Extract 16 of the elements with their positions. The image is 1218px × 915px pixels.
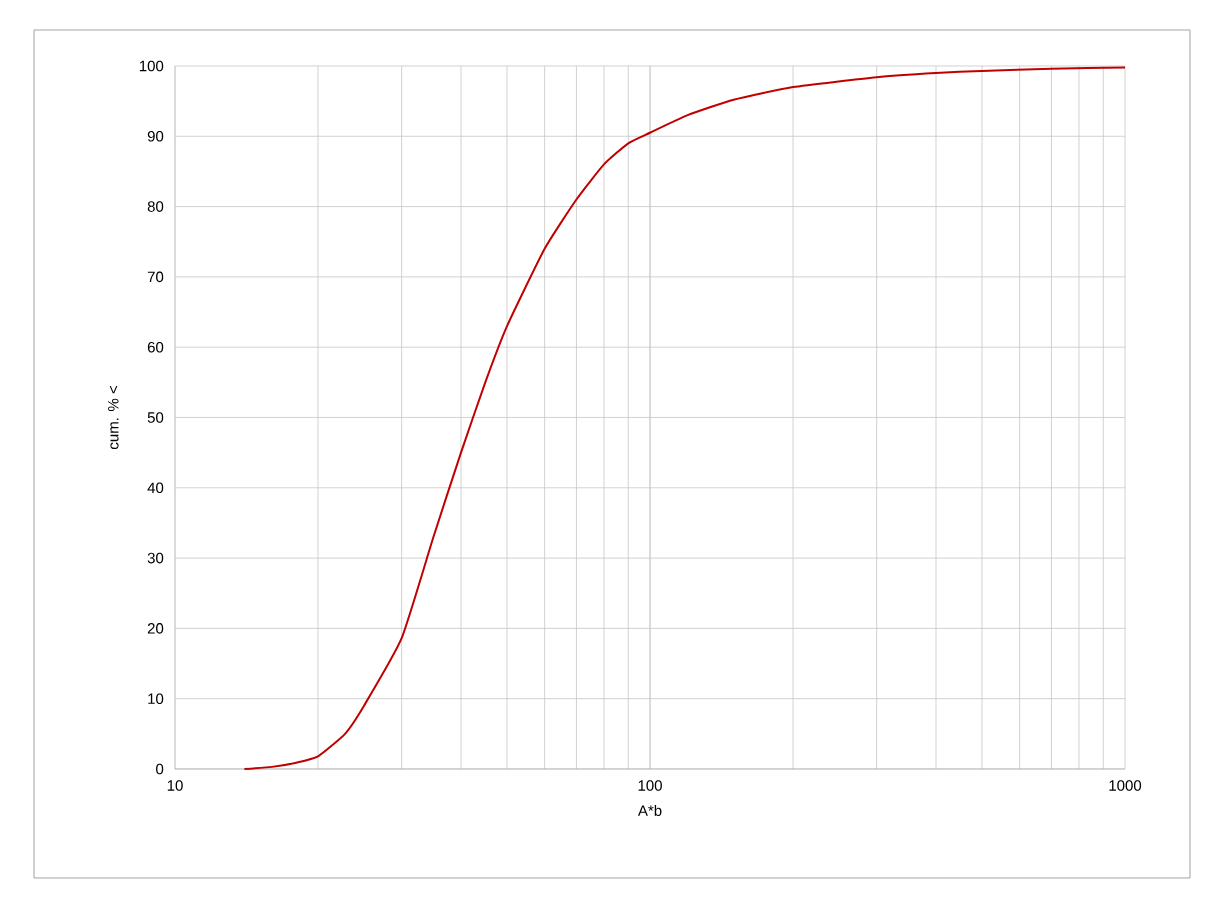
y-tick-label: 80 bbox=[147, 201, 164, 212]
x-tick-label: 10 bbox=[167, 780, 183, 791]
y-axis-title: cum. % < bbox=[108, 386, 119, 450]
y-tick-label: 0 bbox=[156, 763, 164, 775]
y-tick-label: 60 bbox=[147, 341, 164, 353]
y-tick-label: 20 bbox=[147, 623, 164, 634]
y-tick-label: 30 bbox=[147, 552, 164, 564]
y-tick-label: 40 bbox=[147, 482, 164, 494]
x-axis-title: A*b bbox=[637, 805, 662, 817]
y-tick-label: 100 bbox=[139, 60, 164, 72]
x-tick-label: 1000 bbox=[1109, 780, 1142, 791]
y-tick-label: 90 bbox=[147, 130, 164, 142]
x-tick-label: 100 bbox=[638, 780, 662, 791]
y-tick-label: 70 bbox=[147, 271, 164, 283]
y-tick-label: 10 bbox=[148, 693, 164, 704]
y-tick-label: 50 bbox=[147, 412, 164, 423]
